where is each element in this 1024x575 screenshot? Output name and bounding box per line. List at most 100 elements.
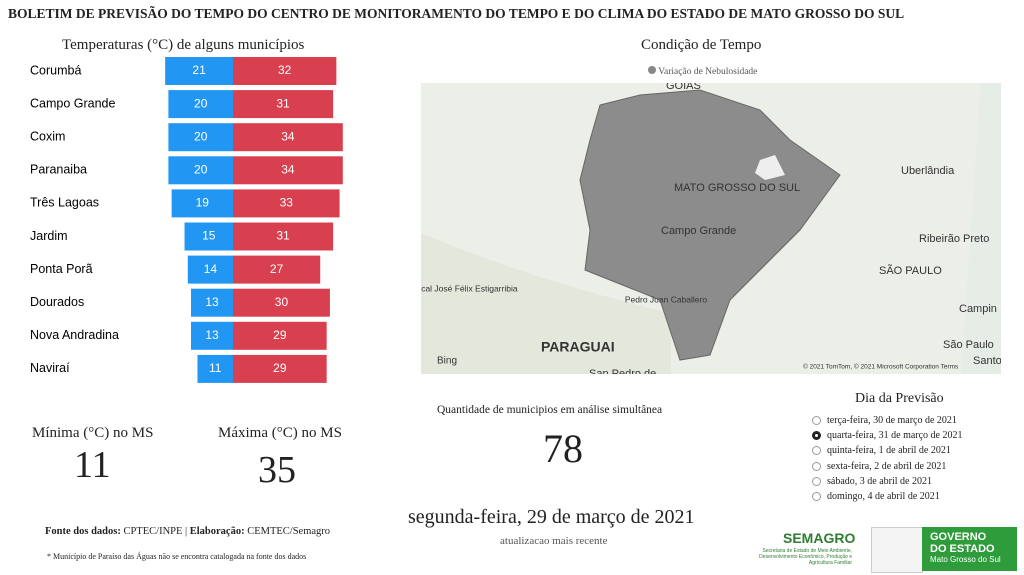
bar <box>168 156 233 185</box>
radio[interactable] <box>812 431 821 441</box>
map-label: Santo <box>973 355 1001 367</box>
value-label: 11 <box>209 361 222 375</box>
bing-logo: Bing <box>437 356 457 367</box>
category-label: Campo Grande <box>30 96 116 110</box>
category-label: Nova Andradina <box>30 328 119 342</box>
radio[interactable] <box>812 446 821 456</box>
bar <box>233 321 327 350</box>
max-label: Máxima (°C) no MS <box>218 425 342 441</box>
radio[interactable] <box>812 476 821 486</box>
value-label: 21 <box>192 63 206 77</box>
value-label: 32 <box>278 63 292 77</box>
map-label: Uberlândia <box>901 165 955 177</box>
forecast-option[interactable]: quinta-feira, 1 de abril de 2021 <box>812 445 951 456</box>
option-label[interactable]: domingo, 4 de abril de 2021 <box>827 491 940 502</box>
bar <box>233 288 330 317</box>
count-label: Quantidade de municipios em análise simu… <box>437 404 663 416</box>
forecast-option[interactable]: sexta-feira, 2 de abril de 2021 <box>812 461 946 472</box>
category-label: Três Lagoas <box>30 196 99 210</box>
date-caption: atualizacao mais recente <box>500 535 608 547</box>
footnote: * Município de Paraíso das Águas não se … <box>47 552 307 561</box>
value-label: 34 <box>281 129 295 143</box>
bar <box>168 123 233 152</box>
max-value: 35 <box>258 449 296 491</box>
category-label: Naviraí <box>30 361 70 375</box>
bar <box>233 123 343 152</box>
bar <box>233 222 334 251</box>
option-label[interactable]: sexta-feira, 2 de abril de 2021 <box>827 460 947 472</box>
bar <box>233 90 334 119</box>
map-legend: Variação de Nebulosidade <box>648 66 757 77</box>
value-label: 20 <box>194 162 208 176</box>
source-text: CEMTEC/Semagro <box>244 526 331 537</box>
count-value: 78 <box>543 426 583 471</box>
source-label: Elaboração: <box>189 526 245 537</box>
map-label: Campin <box>959 303 997 315</box>
forecast-option[interactable]: sábado, 3 de abril de 2021 <box>812 476 932 487</box>
map-label: Mariscal José Félix Estigarribia <box>421 283 518 293</box>
semagro-sub: Secretaria de Estado de Meio Ambiente, D… <box>759 548 852 566</box>
option-label[interactable]: sábado, 3 de abril de 2021 <box>827 475 932 487</box>
bar <box>233 354 327 383</box>
source-text: CPTEC/INPE | <box>120 526 190 537</box>
value-label: 15 <box>202 229 216 243</box>
bar <box>187 255 233 284</box>
value-label: 29 <box>273 328 287 342</box>
date: segunda-feira, 29 de março de 2021 <box>408 506 695 528</box>
land <box>421 233 671 374</box>
value-label: 27 <box>270 262 284 276</box>
gov-sub: Mato Grosso do Sul <box>930 555 1001 564</box>
category-label: Paranaiba <box>30 163 87 177</box>
value-label: 29 <box>273 361 287 375</box>
source: Fonte dos dados: CPTEC/INPE | Elaboração… <box>45 526 330 537</box>
option-label[interactable]: terça-feira, 30 de março de 2021 <box>827 415 957 426</box>
forecast-option[interactable]: quarta-feira, 31 de março de 2021 <box>812 430 963 441</box>
radio[interactable] <box>812 416 821 425</box>
value-label: 19 <box>196 196 210 210</box>
map-label: GOIÁS <box>666 83 701 92</box>
map-label: Ribeirão Preto <box>919 233 989 245</box>
min-value: 11 <box>74 444 111 486</box>
forecast-option[interactable]: domingo, 4 de abril de 2021 <box>812 491 940 502</box>
bar <box>171 189 233 218</box>
map-label: MATO GROSSO DO SUL <box>674 182 800 194</box>
cloud <box>755 155 785 180</box>
map-label: SÃO PAULO <box>879 264 942 277</box>
map-attribution: © 2021 TomTom, © 2021 Microsoft Corporat… <box>803 363 959 371</box>
bar <box>168 90 233 119</box>
forecast-option[interactable]: terça-feira, 30 de março de 2021 <box>812 415 957 426</box>
category-label: Corumbá <box>30 63 81 77</box>
category-label: Ponta Porã <box>30 262 93 276</box>
bar <box>233 189 340 218</box>
forecast-title: Dia da Previsão <box>855 391 944 406</box>
value-label: 13 <box>205 328 219 342</box>
value-label: 20 <box>194 96 208 110</box>
gov-logo: GOVERNO DO ESTADO Mato Grosso do Sul <box>922 527 1017 571</box>
option-label[interactable]: quinta-feira, 1 de abril de 2021 <box>827 445 951 457</box>
value-label: 34 <box>281 162 295 176</box>
map-label: San Pedro de <box>589 368 656 374</box>
value-label: 33 <box>280 196 294 210</box>
map: GOIÁS MATO GROSSO DO SUL Campo Grande Uberl… <box>421 83 1001 374</box>
bar <box>233 57 337 85</box>
radio[interactable] <box>812 492 821 501</box>
map-label: PARAGUAI <box>541 339 615 355</box>
source-label: Fonte dos dados: <box>45 526 121 537</box>
value-label: 31 <box>276 96 290 110</box>
value-label: 13 <box>205 295 219 309</box>
bar <box>165 57 233 85</box>
bar <box>184 222 233 251</box>
value-label: 30 <box>275 295 289 309</box>
chart-title: Temperaturas (°C) de alguns municípios <box>62 37 305 53</box>
option-label[interactable]: quarta-feira, 31 de março de 2021 <box>827 430 963 442</box>
bar <box>197 354 233 383</box>
legend-text: Variação de Nebulosidade <box>658 67 758 77</box>
radio[interactable] <box>812 461 821 471</box>
coast <box>961 83 1001 374</box>
category-label: Dourados <box>30 295 84 309</box>
map-label: Campo Grande <box>661 225 736 237</box>
bar-chart: Corumbá 21 32 Campo Grande 20 31 Coxim 20 34 Para… <box>30 57 343 383</box>
bar <box>233 255 321 284</box>
min-label: Mínima (°C) no MS <box>32 425 154 441</box>
